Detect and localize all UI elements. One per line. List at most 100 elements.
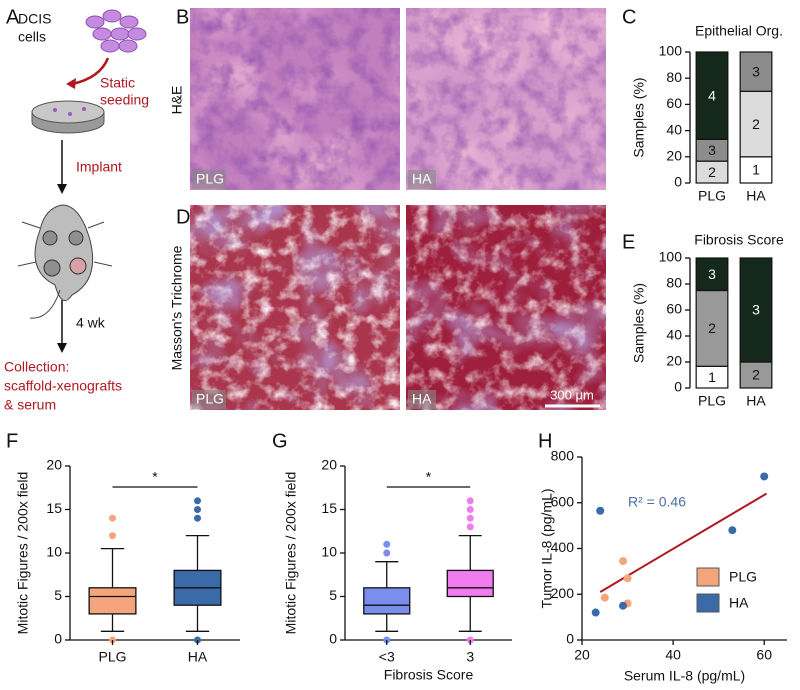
x-tick-label: PLG bbox=[698, 188, 726, 204]
y-tick-label: 10 bbox=[321, 544, 337, 560]
point bbox=[600, 593, 609, 602]
y-tick-label: 20 bbox=[321, 457, 337, 473]
outlier bbox=[466, 497, 474, 505]
point bbox=[591, 608, 600, 617]
bar-segment bbox=[739, 156, 773, 184]
outlier bbox=[466, 506, 474, 513]
outlier bbox=[383, 549, 391, 557]
schematic-label: 4 wk bbox=[76, 315, 106, 331]
bar-segment bbox=[739, 51, 773, 92]
texture bbox=[190, 8, 400, 190]
outlier bbox=[383, 540, 391, 548]
chart-title: Epithelial Org. bbox=[695, 23, 783, 39]
segment-label: 2 bbox=[708, 320, 716, 336]
x-tick-label: PLG bbox=[698, 393, 726, 409]
box bbox=[88, 587, 137, 615]
schematic-label: cells bbox=[18, 29, 46, 45]
segment-label: 2 bbox=[752, 116, 760, 132]
schematic: DCIS cells Static seeding Implant 4 wk C… bbox=[4, 9, 149, 413]
bar-segment bbox=[695, 257, 729, 292]
image-tag: HA bbox=[412, 171, 432, 187]
scale-bar-label: 300 μm bbox=[550, 387, 594, 402]
x-tick-label: HA bbox=[746, 188, 766, 204]
y-tick-label: 20 bbox=[666, 353, 682, 369]
segment-label: 4 bbox=[708, 87, 716, 103]
bar-segment bbox=[739, 90, 773, 158]
x-axis-label: Fibrosis Score bbox=[384, 667, 474, 683]
y-tick-label: 80 bbox=[666, 69, 682, 85]
panel-label: D bbox=[176, 206, 190, 228]
legend-swatch bbox=[696, 567, 720, 587]
box bbox=[363, 587, 411, 615]
y-tick-label: 20 bbox=[666, 148, 682, 164]
x-tick-label: 3 bbox=[466, 649, 474, 665]
schematic-label: DCIS bbox=[18, 11, 51, 27]
y-axis-label: Samples (%) bbox=[631, 283, 647, 363]
y-tick-label: 40 bbox=[666, 121, 682, 137]
point bbox=[596, 506, 605, 515]
y-tick-label: 10 bbox=[46, 544, 62, 560]
y-tick-label: 0 bbox=[674, 379, 682, 395]
schematic-label: Static bbox=[100, 75, 135, 91]
x-tick-label: HA bbox=[746, 393, 766, 409]
schematic-label: Implant bbox=[76, 159, 122, 175]
y-tick-label: 0 bbox=[566, 631, 574, 647]
image-tag: HA bbox=[412, 391, 432, 407]
panel-label: H bbox=[538, 430, 552, 452]
panel-labels: A B C D E F G H bbox=[6, 6, 636, 452]
segment-label: 1 bbox=[708, 369, 716, 385]
point bbox=[619, 557, 627, 566]
y-axis-label: Mitotic Figures / 200x field bbox=[15, 472, 31, 635]
y-tick-label: 800 bbox=[551, 448, 575, 464]
cell-cluster bbox=[85, 9, 147, 53]
x-tick-label: 60 bbox=[756, 647, 772, 663]
legend-label: PLG bbox=[729, 569, 757, 585]
y-tick-label: 100 bbox=[659, 43, 683, 59]
image-tag: PLG bbox=[196, 391, 224, 407]
y-axis-label: Mitotic Figures / 200x field bbox=[283, 472, 299, 635]
y-tick-label: 600 bbox=[551, 493, 575, 509]
y-axis-label: Tumor IL-8 (pg/mL) bbox=[539, 488, 555, 608]
x-tick-label: 40 bbox=[665, 647, 681, 663]
significance: * bbox=[152, 469, 158, 485]
y-tick-label: 60 bbox=[666, 301, 682, 317]
bar-segment bbox=[739, 257, 773, 363]
segment-label: 2 bbox=[708, 164, 716, 180]
chart-title: Fibrosis Score bbox=[694, 232, 784, 248]
panel-label: F bbox=[6, 430, 18, 452]
legend-label: HA bbox=[729, 595, 749, 611]
x-tick-label: 20 bbox=[574, 647, 590, 663]
annotation: R² = 0.46 bbox=[628, 494, 686, 510]
bar-segment bbox=[695, 51, 729, 140]
segment-label: 3 bbox=[752, 302, 760, 318]
y-tick-label: 5 bbox=[329, 587, 337, 603]
y-tick-label: 200 bbox=[551, 585, 575, 601]
box bbox=[446, 569, 494, 598]
x-axis-label: Serum IL-8 (pg/mL) bbox=[624, 668, 745, 684]
significance: * bbox=[426, 469, 432, 485]
point bbox=[728, 526, 737, 535]
micrographs: H&E Masson's Trichrome PLG HA PLG HA 300… bbox=[169, 8, 606, 410]
y-tick-label: 400 bbox=[551, 539, 575, 555]
outlier bbox=[194, 506, 201, 513]
scaffold bbox=[31, 100, 105, 134]
y-tick-label: 5 bbox=[54, 587, 62, 603]
schematic-label: scaffold-xenografts bbox=[4, 378, 122, 394]
panel-label: A bbox=[6, 6, 20, 28]
arrow-head bbox=[66, 78, 76, 89]
y-tick-label: 20 bbox=[46, 457, 62, 473]
x-tick-label: HA bbox=[188, 649, 208, 665]
segment-label: 2 bbox=[752, 367, 760, 383]
y-axis-label: Samples (%) bbox=[631, 77, 647, 157]
outlier bbox=[109, 514, 116, 522]
outlier bbox=[466, 523, 474, 531]
y-tick-label: 15 bbox=[321, 500, 337, 516]
schematic-label: & serum bbox=[4, 397, 56, 413]
segment-label: 1 bbox=[752, 162, 760, 178]
point bbox=[619, 601, 627, 610]
schematic-label: seeding bbox=[100, 92, 149, 108]
segment-label: 3 bbox=[752, 63, 760, 79]
texture bbox=[406, 205, 606, 410]
arrow-head bbox=[57, 343, 67, 353]
